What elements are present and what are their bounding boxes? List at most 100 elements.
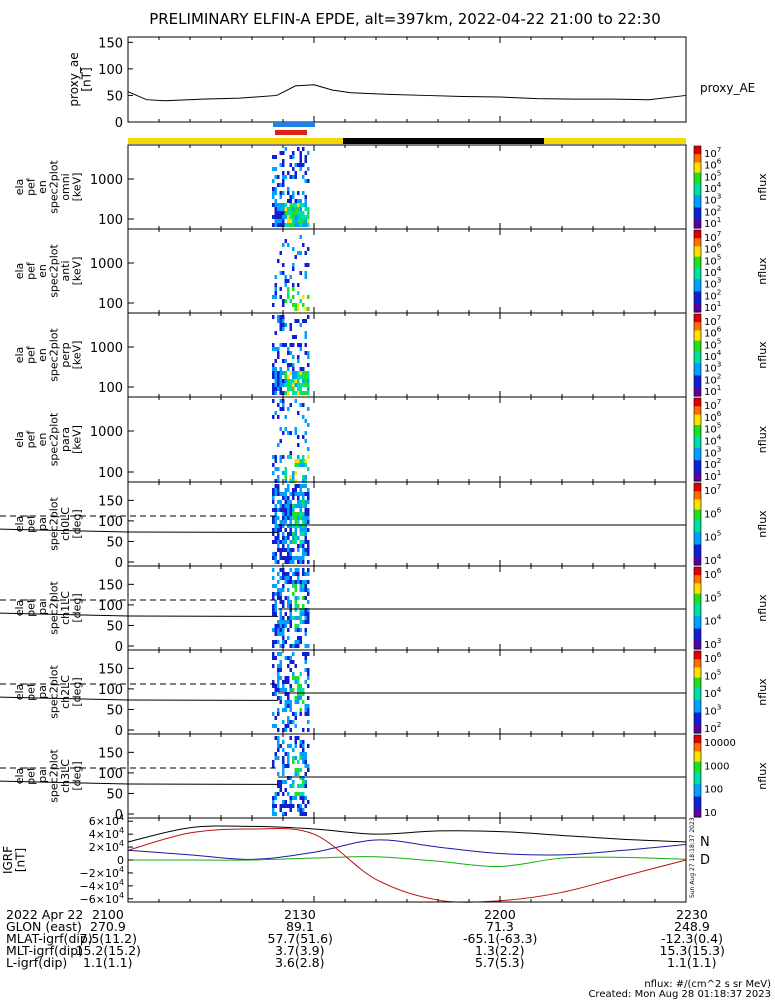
colorbar-segment [694,634,701,638]
flux-cell [272,343,275,347]
flux-cell [294,736,297,740]
flux-cell [307,167,310,171]
colorbar-segment [694,297,701,301]
flux-cell [272,492,275,496]
flux-cell [284,572,287,576]
colorbar-segment [694,814,701,818]
colorbar-segment [694,655,701,658]
axis-label-line: ela [13,516,26,533]
flux-cell [302,459,305,463]
flux-cell [272,508,275,512]
flux-cell [287,716,290,720]
footer-value: 3.6(2.8) [275,955,325,970]
colorbar-segment [694,168,701,172]
colorbar-segment [694,187,701,190]
colorbar-segment [694,708,701,712]
flux-cell [287,363,290,367]
flux-cell [297,343,300,347]
flux-cell [307,800,310,804]
flux-cell [274,207,277,211]
flux-cell [284,475,287,479]
flux-cell [297,808,300,812]
colorbar-segment [694,521,701,525]
flux-cell [302,588,305,592]
flux-cell [299,640,302,644]
flux-cell [297,560,300,564]
flux-cell [304,419,307,423]
colorbar-segment [694,207,701,211]
colorbar-segment [694,751,701,755]
flux-cell [307,580,310,584]
flux-cell [277,624,280,628]
flux-cell [307,151,310,155]
flux-cell [299,532,302,536]
flux-cell [284,467,287,471]
flux-cell [287,243,290,247]
flux-cell [277,508,280,512]
colorbar-segment [694,314,701,317]
colorbar-segment [694,462,701,465]
colorbar-tick-label: 103 [704,703,721,718]
flux-cell [282,207,285,211]
y-tick-label: 150 [98,36,123,51]
flux-cell [274,600,277,604]
colorbar-segment [694,162,701,166]
flux-cell [272,371,275,375]
flux-cell [292,532,295,536]
flux-cell [307,652,310,656]
y-tick-label: 1000 [90,173,123,188]
flux-cell [307,295,310,299]
footer-row-label: GLON (east) [6,919,82,934]
flux-cell [294,379,297,383]
flux-cell [287,171,290,175]
flux-cell [289,504,292,508]
colorbar-segment [694,420,701,424]
flux-cell [302,620,305,624]
flux-cell [307,355,310,359]
proxy-ae-legend: proxy_AE [700,81,755,95]
colorbar-segment [694,712,701,716]
flux-cell [279,399,282,403]
colorbar-segment [694,234,701,237]
colorbar-segment [694,509,701,513]
flux-cell [297,435,300,439]
igrf-panel: 6×1044×1042×1040−2×104−4×104−6×104IGRF[n… [1,813,710,906]
flux-cell [274,411,277,415]
flux-cell [299,696,302,700]
colorbar-segment [694,209,701,213]
y-tick-label: 100 [98,381,123,396]
flux-cell [277,467,280,471]
colorbar-segment [694,702,701,705]
flux-cell [272,608,275,612]
flux-cell [282,175,285,179]
flux-cell [277,736,280,740]
flux-cell [307,600,310,604]
colorbar-segment [694,240,701,243]
flux-cell [292,203,295,207]
flux-cell [284,556,287,560]
flux-cell [282,804,285,808]
flux-cell [299,500,302,504]
flux-cell [284,379,287,383]
flux-cell [302,512,305,516]
flux-cell [277,640,280,644]
flux-cell [304,712,307,716]
flux-cell [289,668,292,672]
panel-frame [127,565,687,651]
flux-cell [294,371,297,375]
colorbar-segment [694,160,701,163]
flux-cell [289,660,292,664]
flux-cell [279,327,282,331]
flux-cell [272,656,275,660]
flux-cell [282,572,285,576]
colorbar-segment [694,447,701,451]
colorbar-segment [694,299,701,303]
colorbar-segment [694,694,701,697]
flux-cell [299,784,302,788]
flux-cell [299,740,302,744]
panel-frame [127,144,687,230]
footer-value: 270.9 [90,919,126,934]
flux-cell [307,263,310,267]
flux-cell [277,708,280,712]
